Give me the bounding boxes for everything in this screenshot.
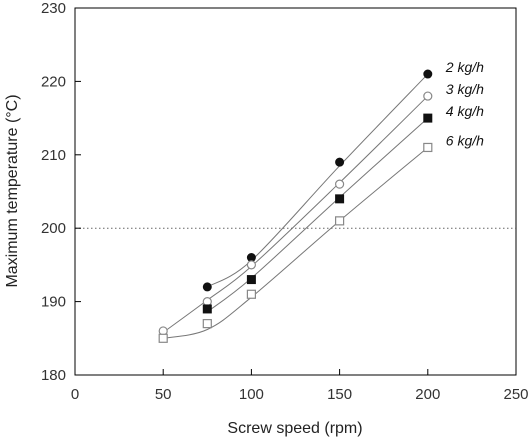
series-curve: [206, 117, 429, 313]
y-tick-label: 180: [41, 367, 66, 384]
series-curves: [162, 73, 429, 339]
data-point: [335, 157, 345, 167]
data-point: [158, 333, 168, 343]
x-tick-label: 200: [415, 386, 440, 403]
data-point: [246, 260, 256, 270]
y-tick-label: 220: [41, 73, 66, 90]
data-point: [423, 69, 433, 79]
x-tick-label: 50: [155, 386, 172, 403]
series-label: 3 kg/h: [446, 81, 484, 97]
x-tick-label: 100: [239, 386, 264, 403]
data-point: [202, 297, 212, 307]
y-axis-label: Maximum temperature (°C): [4, 94, 21, 287]
series-labels: 2 kg/h 3 kg/h 4 kg/h 6 kg/h: [445, 59, 484, 148]
y-tick-label: 190: [41, 294, 66, 311]
plot-frame: [74, 7, 517, 376]
x-tick-label: 150: [327, 386, 352, 403]
series-curve: [162, 95, 429, 333]
x-axis: 0 50 100 150 200 250: [71, 369, 529, 403]
y-tick-label: 200: [41, 220, 66, 237]
x-axis-label: Screw speed (rpm): [227, 420, 362, 437]
x-tick-label: 0: [71, 386, 79, 403]
series-curve: [207, 73, 429, 288]
data-point: [423, 91, 433, 101]
data-point: [335, 179, 345, 189]
y-tick-label: 210: [41, 147, 66, 164]
data-point: [335, 194, 345, 204]
x-tick-label: 250: [503, 386, 528, 403]
series-markers: [158, 69, 433, 343]
series-label: 2 kg/h: [445, 59, 484, 75]
data-point: [246, 289, 256, 299]
data-point: [202, 304, 212, 314]
data-point: [246, 275, 256, 285]
data-point: [202, 282, 212, 292]
y-tick-label: 230: [41, 0, 66, 17]
data-point: [202, 319, 212, 329]
series-curve: [163, 147, 429, 339]
data-point: [423, 142, 433, 153]
y-axis: 180 190 200 210 220 230: [41, 0, 81, 384]
series-label: 4 kg/h: [446, 103, 484, 119]
data-point: [423, 113, 433, 123]
series-label: 6 kg/h: [446, 132, 484, 148]
data-point: [335, 216, 345, 226]
